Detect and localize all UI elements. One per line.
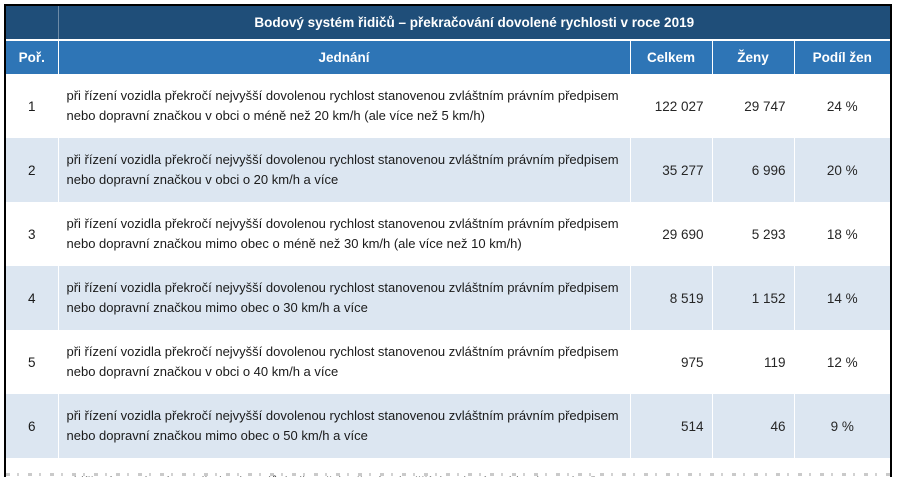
table-header-row: Poř. Jednání Celkem Ženy Podíl žen <box>6 40 890 74</box>
table-row: 7 ublížení na zdraví z nedbalosti - v dů… <box>6 458 890 477</box>
column-header-por: Poř. <box>6 40 59 74</box>
offense-description: při řízení vozidla překročí nejvyšší dov… <box>58 74 631 138</box>
total-value: 35 277 <box>630 138 713 202</box>
row-number: 5 <box>6 330 59 394</box>
table-row: 5 při řízení vozidla překročí nejvyšší d… <box>6 330 890 394</box>
offense-description: při řízení vozidla překročí nejvyšší dov… <box>58 330 631 394</box>
row-number: 7 <box>6 458 59 477</box>
women-value: 0 <box>712 458 795 477</box>
women-share-value: 12 % <box>794 330 890 394</box>
women-share-value: 24 % <box>794 74 890 138</box>
table-title: Bodový systém řidičů – překračování dovo… <box>58 6 890 41</box>
cutoff-text-marks <box>6 473 892 476</box>
offense-description: při řízení vozidla překročí nejvyšší dov… <box>58 266 631 330</box>
column-header-zeny: Ženy <box>712 40 795 74</box>
women-value: 119 <box>712 330 795 394</box>
total-value: 514 <box>630 394 713 458</box>
table-title-row: Bodový systém řidičů – překračování dovo… <box>6 6 890 41</box>
column-header-celkem: Celkem <box>630 40 713 74</box>
table-row: 3 při řízení vozidla překročí nejvyšší d… <box>6 202 890 266</box>
offense-description: při řízení vozidla překročí nejvyšší dov… <box>58 394 631 458</box>
table-row: 4 při řízení vozidla překročí nejvyšší d… <box>6 266 890 330</box>
women-value: 6 996 <box>712 138 795 202</box>
row-number: 6 <box>6 394 59 458</box>
women-share-value: 18 % <box>794 202 890 266</box>
offense-description: ublížení na zdraví z nedbalosti - v důsl… <box>58 458 631 477</box>
women-share-value: 9 % <box>794 394 890 458</box>
row-number: 2 <box>6 138 59 202</box>
women-share-value: 20 % <box>794 138 890 202</box>
title-spacer-cell <box>6 6 59 41</box>
women-share-value: 14 % <box>794 266 890 330</box>
offense-description: při řízení vozidla překročí nejvyšší dov… <box>58 138 631 202</box>
total-value: 1 <box>630 458 713 477</box>
total-value: 975 <box>630 330 713 394</box>
table-row: 6 při řízení vozidla překročí nejvyšší d… <box>6 394 890 458</box>
table-row: 1 při řízení vozidla překročí nejvyšší d… <box>6 74 890 138</box>
row-number: 1 <box>6 74 59 138</box>
table-row: 2 při řízení vozidla překročí nejvyšší d… <box>6 138 890 202</box>
women-value: 29 747 <box>712 74 795 138</box>
women-share-value: 0 % <box>794 458 890 477</box>
women-value: 46 <box>712 394 795 458</box>
column-header-jednani: Jednání <box>58 40 631 74</box>
speeding-points-table-frame: Bodový systém řidičů – překračování dovo… <box>4 4 892 477</box>
column-header-podil-zen: Podíl žen <box>794 40 890 74</box>
row-number: 4 <box>6 266 59 330</box>
offense-description: při řízení vozidla překročí nejvyšší dov… <box>58 202 631 266</box>
total-value: 8 519 <box>630 266 713 330</box>
total-value: 29 690 <box>630 202 713 266</box>
row-number: 3 <box>6 202 59 266</box>
women-value: 1 152 <box>712 266 795 330</box>
women-value: 5 293 <box>712 202 795 266</box>
total-value: 122 027 <box>630 74 713 138</box>
speeding-points-table: Bodový systém řidičů – překračování dovo… <box>6 6 890 477</box>
